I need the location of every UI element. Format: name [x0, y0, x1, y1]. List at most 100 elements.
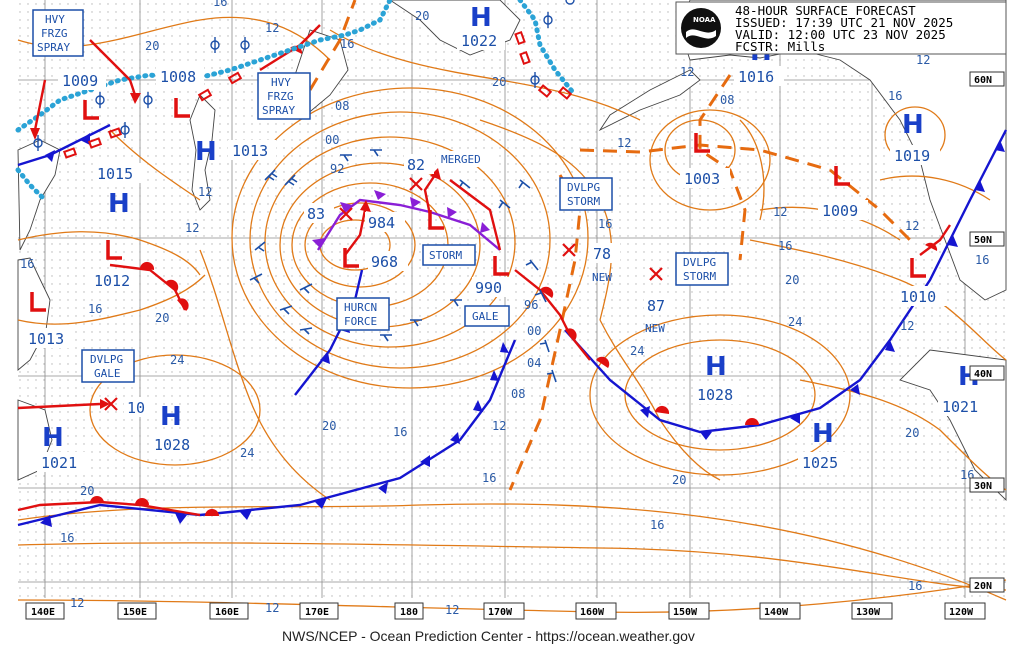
pressure-label: 10 — [127, 399, 145, 417]
isobar-label: 12 — [198, 185, 212, 199]
hurricane-force-label: HURCN FORCE — [336, 297, 390, 331]
isobar-label: 16 — [975, 253, 989, 267]
svg-text:30N: 30N — [974, 481, 992, 492]
high-symbol: H — [812, 419, 834, 449]
svg-text:HVY: HVY — [45, 13, 65, 26]
high-symbol: H — [108, 189, 130, 219]
ice-markers — [62, 30, 573, 159]
header-title: 48-HOUR SURFACE FORECAST — [735, 3, 916, 18]
dvlpg-storm-label: DVLPG STORM — [675, 252, 729, 286]
isobar-label: 12 — [265, 21, 279, 35]
isobar-label: 16 — [393, 425, 407, 439]
pressure-label: 968 — [371, 253, 398, 271]
dvlpg-gale-label: DVLPG GALE — [81, 349, 135, 383]
isobar-label: 08 — [335, 99, 349, 113]
isobar-label: 16 — [650, 518, 664, 532]
pressure-label: 1028 — [154, 436, 190, 454]
hvy-frzg-spray-label: HVY FRZG SPRAY — [257, 72, 311, 120]
isobar-label: 04 — [527, 356, 541, 370]
isobar-label: 12 — [916, 53, 930, 67]
svg-text:150E: 150E — [123, 607, 147, 618]
noaa-logo-icon — [681, 8, 721, 48]
pressure-label: 990 — [475, 279, 502, 297]
isobar-label: 12 — [617, 136, 631, 150]
isobar-label: 92 — [330, 162, 344, 176]
high-symbol: H — [705, 352, 727, 382]
svg-text:FRZG: FRZG — [41, 27, 68, 40]
new-label: NEW — [645, 322, 665, 335]
pressure-label: 984 — [368, 214, 395, 232]
isobar-label: 16 — [908, 579, 922, 593]
isobar-label: 12 — [900, 319, 914, 333]
dvlpg-storm-label: DVLPG STORM — [559, 177, 613, 211]
isobar-label: 20 — [492, 75, 506, 89]
svg-text:FORCE: FORCE — [344, 315, 377, 328]
isobar-label: 20 — [80, 484, 94, 498]
isobar-label: 24 — [170, 353, 184, 367]
pressure-label: 1015 — [97, 165, 133, 183]
coastlines — [17, 0, 1007, 502]
isobar-label: 24 — [240, 446, 254, 460]
svg-text:SPRAY: SPRAY — [262, 104, 295, 117]
svg-text:170E: 170E — [305, 607, 329, 618]
pressure-label: 1013 — [232, 142, 268, 160]
svg-text:STORM: STORM — [567, 195, 600, 208]
svg-text:160W: 160W — [580, 607, 605, 618]
svg-text:20N: 20N — [974, 581, 992, 592]
isobar-label: 12 — [445, 603, 459, 617]
high-centers: H H H H H H H H H H H — [42, 0, 980, 453]
pressure-label: 1013 — [28, 330, 64, 348]
isobar-label: 20 — [672, 473, 686, 487]
ice-edge — [15, 0, 578, 203]
longitude-labels: 140E 150E 160E 170E 180 170W 160W 150W 1… — [25, 602, 986, 620]
svg-text:DVLPG: DVLPG — [683, 256, 716, 269]
isobar-label: 24 — [788, 315, 802, 329]
isobar-label: 20 — [155, 311, 169, 325]
isobar-label: 16 — [20, 257, 34, 271]
header-forecaster: FCSTR: Mills — [735, 39, 825, 54]
svg-text:STORM: STORM — [429, 249, 462, 262]
high-symbol: H — [195, 137, 217, 167]
footer-credit: NWS/NCEP - Ocean Prediction Center - htt… — [282, 628, 695, 644]
latitude-labels: 60N 50N 40N 30N 20N — [969, 71, 1005, 593]
new-label: NEW — [592, 271, 612, 284]
forecast-header: NOAA 48-HOUR SURFACE FORECAST ISSUED: 17… — [675, 1, 1007, 55]
gale-label: GALE — [464, 305, 510, 327]
isobar-label: 16 — [213, 0, 227, 9]
isobar-label: 20 — [905, 426, 919, 440]
isobar-label: 12 — [492, 419, 506, 433]
pressure-label: 1009 — [822, 202, 858, 220]
svg-text:180: 180 — [400, 607, 418, 618]
header-issued: ISSUED: 17:39 UTC 21 NOV 2025 — [735, 15, 953, 30]
isobar-label: 16 — [340, 37, 354, 51]
hvy-frzg-spray-label: HVY FRZG SPRAY — [32, 9, 84, 57]
pressure-label: 1022 — [461, 32, 497, 50]
wind-barbs — [249, 149, 557, 383]
svg-text:HVY: HVY — [271, 76, 291, 89]
pressure-label: 1010 — [900, 288, 936, 306]
merged-label: MERGED — [441, 153, 481, 166]
pressure-label: 78 — [593, 245, 611, 263]
isobar-label: 20 — [415, 9, 429, 23]
svg-text:FRZG: FRZG — [267, 90, 294, 103]
spray-symbols — [33, 0, 575, 151]
svg-text:STORM: STORM — [683, 270, 716, 283]
svg-text:60N: 60N — [974, 75, 992, 86]
noaa-logo-text: NOAA — [693, 16, 716, 24]
isobar-label: 16 — [598, 217, 612, 231]
pressure-label: 1009 — [62, 72, 98, 90]
isobar-label: 00 — [325, 133, 339, 147]
isobar-label: 16 — [888, 89, 902, 103]
cold-fronts — [17, 123, 1008, 527]
pressure-label: 1003 — [684, 170, 720, 188]
header-valid: VALID: 12:00 UTC 23 NOV 2025 — [735, 27, 946, 42]
isobar-label: 16 — [60, 531, 74, 545]
pressure-label: 1025 — [802, 454, 838, 472]
storm-tracks — [17, 39, 502, 410]
isobar-label: 16 — [88, 302, 102, 316]
svg-text:150W: 150W — [673, 607, 698, 618]
pressure-label: 1021 — [41, 454, 77, 472]
high-symbol: H — [470, 3, 492, 33]
pressure-label: 96 — [524, 298, 538, 312]
isobar-label: 20 — [322, 419, 336, 433]
